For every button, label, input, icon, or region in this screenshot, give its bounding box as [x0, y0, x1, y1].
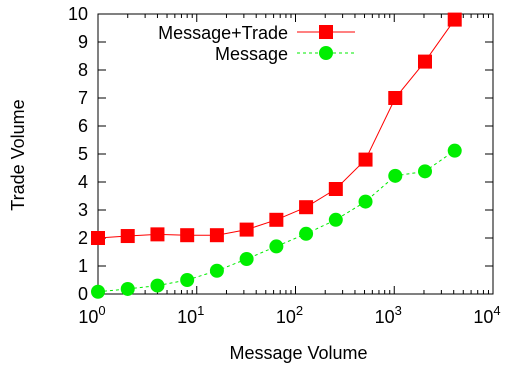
data-point — [150, 227, 165, 242]
y-tick-label: 6 — [78, 116, 88, 136]
y-tick-label: 4 — [78, 172, 88, 192]
y-axis-label: Trade Volume — [8, 99, 28, 210]
data-point — [328, 182, 343, 196]
series-message — [91, 143, 462, 299]
data-point — [299, 226, 314, 241]
data-point — [180, 228, 195, 243]
axes: 0 1 2 3 4 5 6 7 8 9 10 100 101 102 103 104 — [68, 4, 501, 327]
data-point — [180, 273, 195, 287]
legend-marker — [319, 46, 333, 60]
y-tick-label: 1 — [78, 256, 88, 276]
data-point — [269, 239, 284, 254]
data-point — [358, 194, 373, 209]
data-point — [209, 228, 224, 243]
data-point — [299, 200, 314, 215]
legend-label: Message+Trade — [158, 23, 288, 43]
data-point — [91, 284, 105, 299]
x-tick-label: 103 — [375, 303, 402, 327]
data-point — [358, 152, 373, 167]
data-point — [239, 222, 254, 237]
data-point — [120, 281, 135, 296]
y-tick-label: 3 — [78, 200, 88, 220]
x-axis-label: Message Volume — [229, 343, 367, 363]
y-tick-label: 9 — [78, 32, 88, 52]
y-tick-label: 7 — [78, 88, 88, 108]
x-tick-label: 100 — [78, 303, 105, 327]
data-point — [417, 54, 432, 69]
data-point — [417, 164, 432, 179]
y-tick-label: 0 — [78, 284, 88, 304]
data-point — [269, 212, 284, 227]
data-point — [150, 278, 165, 293]
data-point — [239, 252, 254, 266]
data-point — [209, 263, 224, 278]
y-tick-label: 10 — [68, 4, 88, 24]
data-point — [388, 91, 403, 105]
x-tick-label: 101 — [177, 303, 204, 327]
x-tick-label: 102 — [276, 303, 303, 327]
data-point — [120, 229, 135, 244]
series-message-trade — [91, 12, 462, 245]
data-point — [447, 12, 462, 27]
y-tick-label: 2 — [78, 228, 88, 248]
y-tick-label: 5 — [78, 144, 88, 164]
legend-label: Message — [215, 44, 288, 64]
data-point — [447, 143, 462, 158]
data-point — [388, 168, 403, 183]
x-tick-label: 104 — [473, 303, 500, 327]
data-point — [91, 231, 105, 245]
y-tick-label: 8 — [78, 60, 88, 80]
plot-frame — [97, 13, 494, 295]
data-point — [328, 212, 343, 227]
series-group — [91, 12, 462, 299]
legend-marker — [319, 25, 333, 39]
